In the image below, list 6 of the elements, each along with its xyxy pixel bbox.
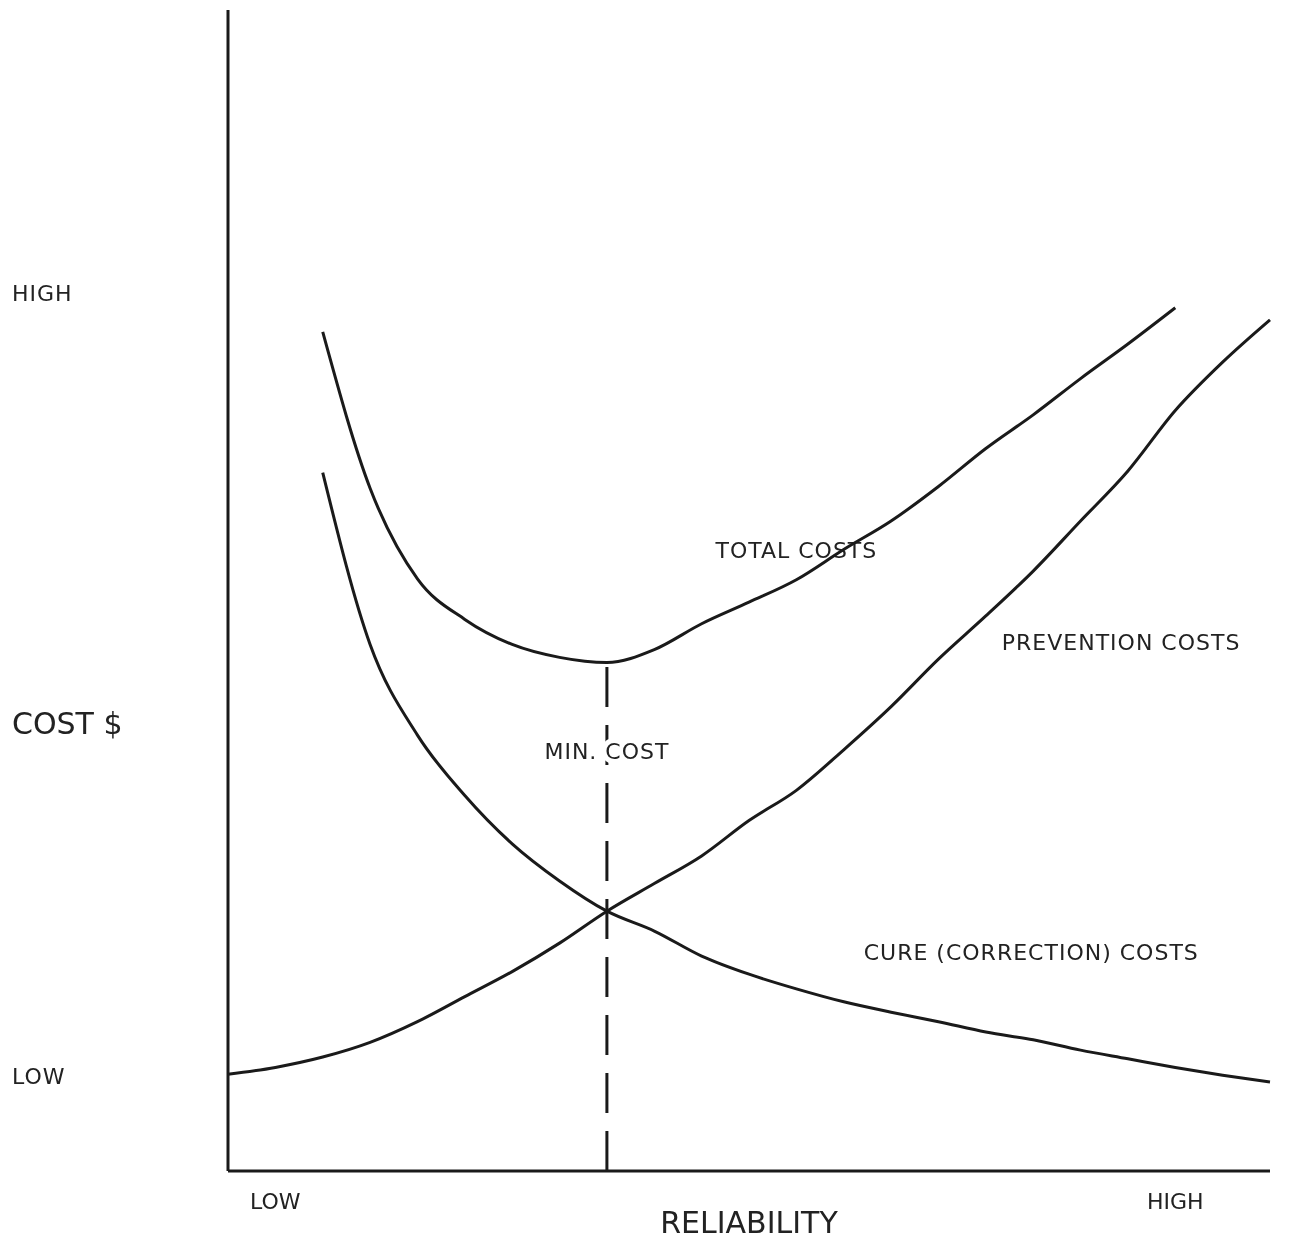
text: LOW [12, 1064, 66, 1089]
text: HIGH [12, 281, 73, 306]
series-label: CURE (CORRECTION) COSTS [863, 939, 1199, 965]
y-axis-title: COST $ [12, 705, 123, 741]
series-label: PREVENTION COSTS [1001, 629, 1241, 655]
x-axis-title: RELIABILITY [660, 1205, 839, 1233]
